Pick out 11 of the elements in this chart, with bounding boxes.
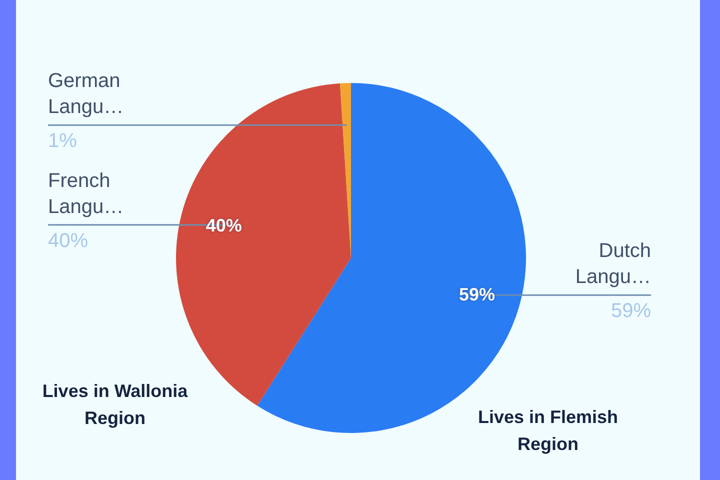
data-label: 1% [48,130,78,152]
slice-label: French Langu… [48,170,124,218]
data-label: 40% [48,230,88,252]
text: Lives in Wallonia Region [42,381,189,428]
text: Lives in Flemish Region [478,407,618,454]
slice-label: Dutch Langu… [575,240,651,288]
text: 40% [206,215,242,236]
data-label: 59% [610,300,652,322]
pie-slice [257,83,526,433]
slice-label: German Langu… [48,70,124,118]
text: 59% [459,284,496,305]
